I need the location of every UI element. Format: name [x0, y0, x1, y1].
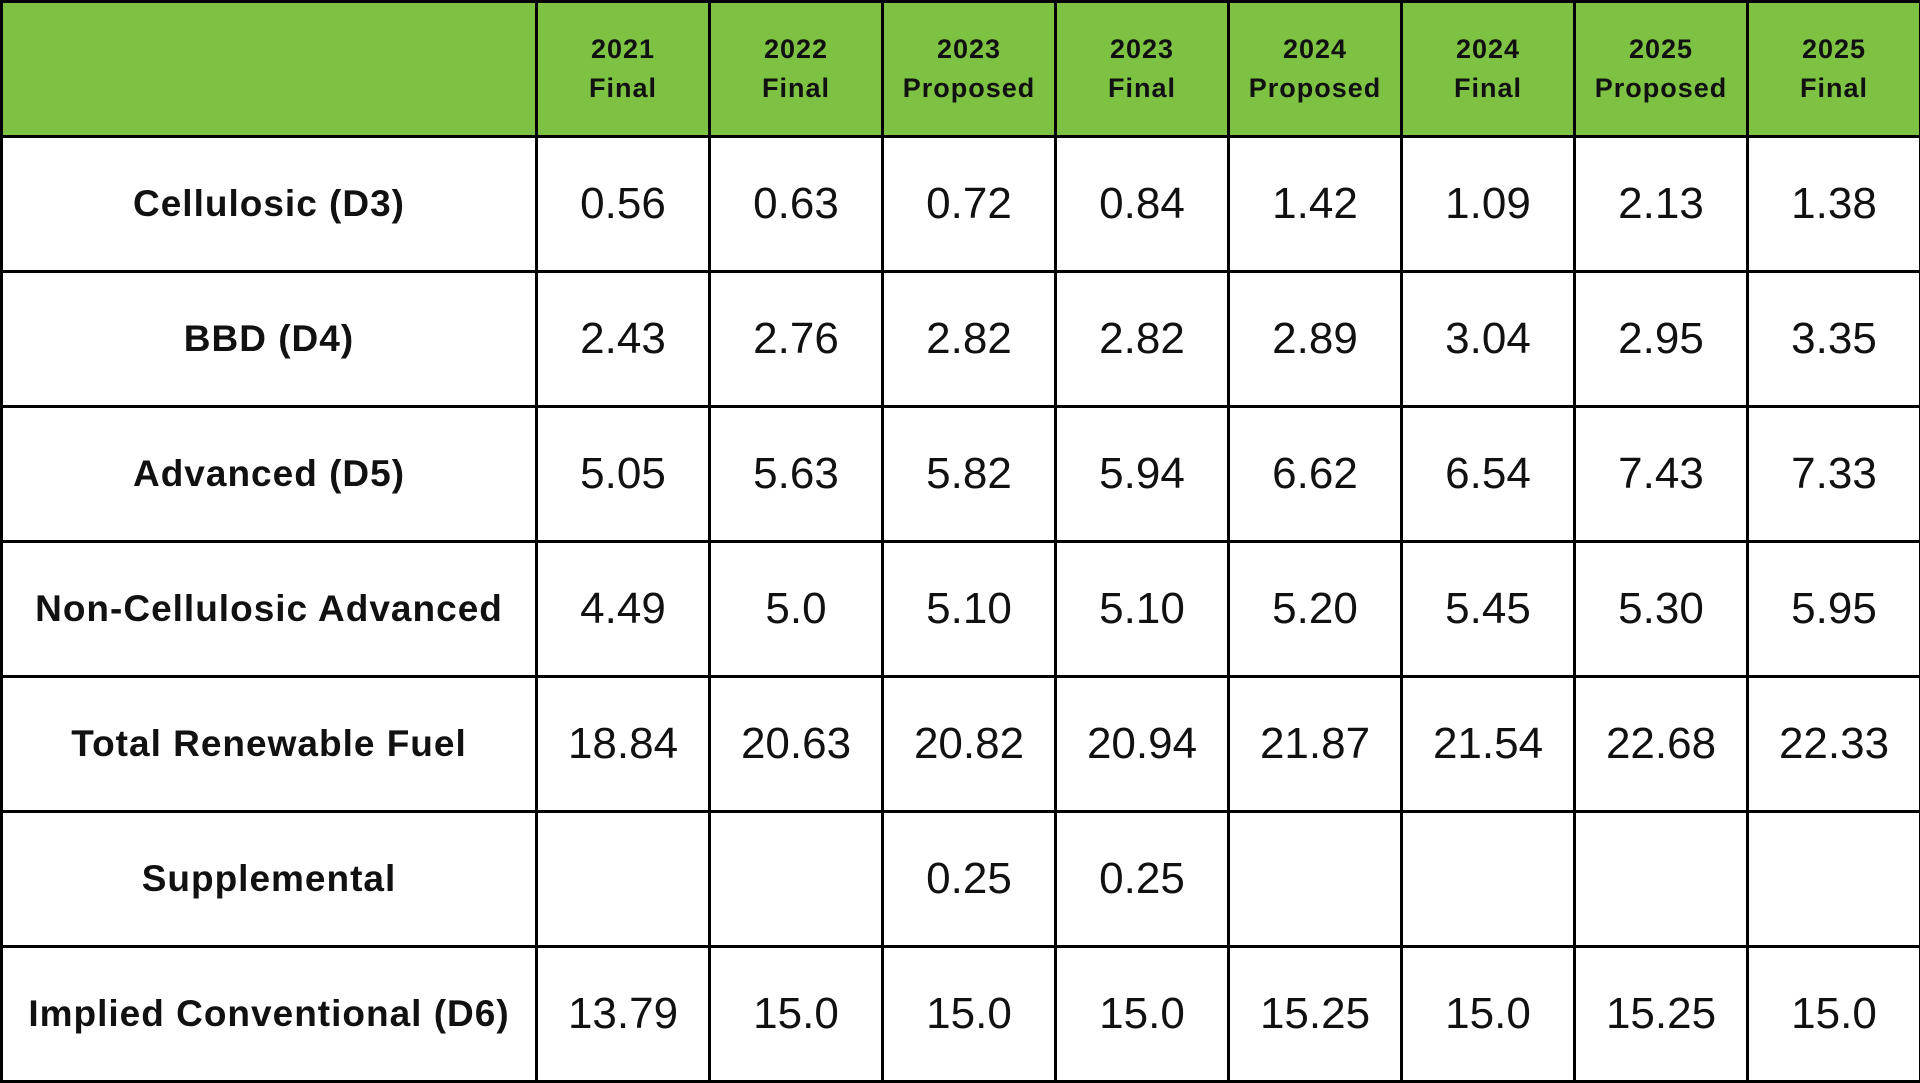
table-cell: 2.89 — [1229, 272, 1402, 407]
table-cell: 5.30 — [1575, 542, 1748, 677]
table-cell: 0.25 — [883, 812, 1056, 947]
column-header-year: 2023 — [1057, 30, 1227, 69]
table-cell: 15.0 — [710, 947, 883, 1082]
table-cell: 5.10 — [883, 542, 1056, 677]
table-cell: 5.20 — [1229, 542, 1402, 677]
table-cell: 1.38 — [1748, 137, 1920, 272]
table-cell: 2.13 — [1575, 137, 1748, 272]
row-label: Supplemental — [2, 812, 537, 947]
row-label: Advanced (D5) — [2, 407, 537, 542]
table-cell: 2.95 — [1575, 272, 1748, 407]
table-cell — [710, 812, 883, 947]
table-cell: 4.49 — [537, 542, 710, 677]
column-header-year: 2024 — [1403, 30, 1573, 69]
column-header-year: 2023 — [884, 30, 1054, 69]
table-cell: 22.68 — [1575, 677, 1748, 812]
table-cell — [1229, 812, 1402, 947]
table-cell: 2.43 — [537, 272, 710, 407]
column-header-year: 2025 — [1749, 30, 1919, 69]
table-cell: 5.95 — [1748, 542, 1920, 677]
table-cell: 0.63 — [710, 137, 883, 272]
table-cell: 20.82 — [883, 677, 1056, 812]
table-cell: 5.0 — [710, 542, 883, 677]
row-label: Total Renewable Fuel — [2, 677, 537, 812]
table-cell: 5.63 — [710, 407, 883, 542]
row-label: Implied Conventional (D6) — [2, 947, 537, 1082]
table-cell: 5.94 — [1056, 407, 1229, 542]
row-label: BBD (D4) — [2, 272, 537, 407]
table-cell: 15.0 — [1748, 947, 1920, 1082]
column-header-status: Final — [538, 69, 708, 108]
header-corner-cell — [2, 2, 537, 137]
column-header-status: Final — [1403, 69, 1573, 108]
table-cell: 20.94 — [1056, 677, 1229, 812]
column-header-year: 2021 — [538, 30, 708, 69]
table-cell: 2.82 — [883, 272, 1056, 407]
column-header-status: Final — [711, 69, 881, 108]
table-cell: 3.04 — [1402, 272, 1575, 407]
column-header-status: Proposed — [1230, 69, 1400, 108]
table-cell — [1748, 812, 1920, 947]
table-cell — [1402, 812, 1575, 947]
column-header-year: 2022 — [711, 30, 881, 69]
table-cell: 6.62 — [1229, 407, 1402, 542]
table-cell: 18.84 — [537, 677, 710, 812]
table-cell: 0.84 — [1056, 137, 1229, 272]
column-header-status: Final — [1057, 69, 1227, 108]
table-cell: 7.33 — [1748, 407, 1920, 542]
table-cell: 21.54 — [1402, 677, 1575, 812]
table-cell: 5.45 — [1402, 542, 1575, 677]
table-cell: 5.05 — [537, 407, 710, 542]
column-header-year: 2024 — [1230, 30, 1400, 69]
table-cell: 13.79 — [537, 947, 710, 1082]
table-cell: 2.82 — [1056, 272, 1229, 407]
table-cell: 5.10 — [1056, 542, 1229, 677]
column-header-status: Proposed — [1576, 69, 1746, 108]
table-cell: 1.09 — [1402, 137, 1575, 272]
table-cell: 7.43 — [1575, 407, 1748, 542]
table-cell: 6.54 — [1402, 407, 1575, 542]
table-cell: 1.42 — [1229, 137, 1402, 272]
table-cell: 15.0 — [1402, 947, 1575, 1082]
table-cell: 15.25 — [1575, 947, 1748, 1082]
table-cell: 0.56 — [537, 137, 710, 272]
table-cell: 2.76 — [710, 272, 883, 407]
row-label: Non-Cellulosic Advanced — [2, 542, 537, 677]
table-cell: 0.72 — [883, 137, 1056, 272]
table-cell: 5.82 — [883, 407, 1056, 542]
table-cell: 15.0 — [1056, 947, 1229, 1082]
column-header-status: Proposed — [884, 69, 1054, 108]
row-label: Cellulosic (D3) — [2, 137, 537, 272]
table-cell: 15.0 — [883, 947, 1056, 1082]
table-cell: 20.63 — [710, 677, 883, 812]
column-header-year: 2025 — [1576, 30, 1746, 69]
table-cell: 0.25 — [1056, 812, 1229, 947]
table-cell — [537, 812, 710, 947]
column-header-status: Final — [1749, 69, 1919, 108]
table-cell — [1575, 812, 1748, 947]
table-cell: 21.87 — [1229, 677, 1402, 812]
table-cell: 22.33 — [1748, 677, 1920, 812]
table-cell: 15.25 — [1229, 947, 1402, 1082]
table-cell: 3.35 — [1748, 272, 1920, 407]
